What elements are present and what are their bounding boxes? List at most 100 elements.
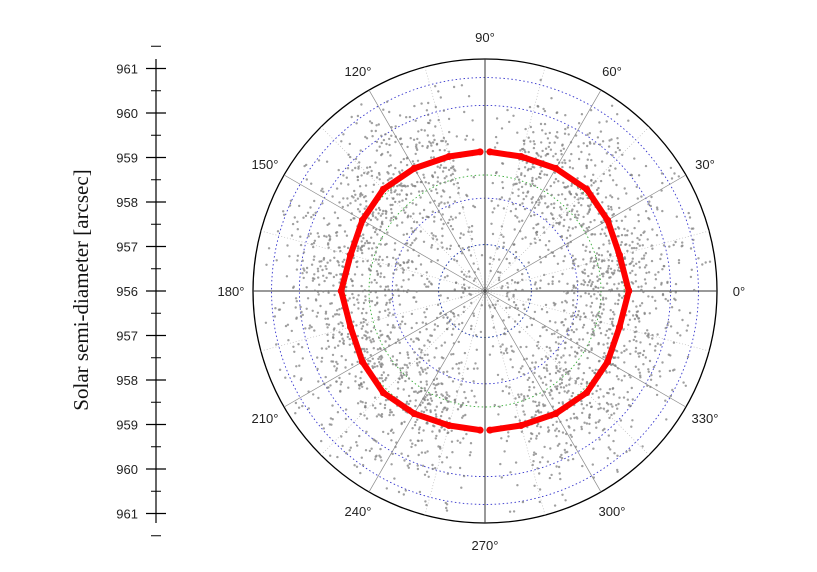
scatter-point xyxy=(616,263,619,266)
scatter-point xyxy=(529,140,532,143)
scatter-point xyxy=(618,396,621,399)
scatter-point xyxy=(463,287,467,291)
scatter-point xyxy=(602,286,605,289)
scatter-point xyxy=(472,314,476,318)
scatter-point xyxy=(564,499,567,502)
scatter-point xyxy=(579,315,582,318)
scatter-point xyxy=(322,256,326,260)
scatter-point xyxy=(539,176,542,180)
scatter-point xyxy=(539,279,542,282)
scatter-point xyxy=(670,177,674,180)
scatter-point xyxy=(316,367,319,371)
scatter-point xyxy=(491,181,494,185)
scatter-point xyxy=(302,276,305,280)
scatter-point xyxy=(622,396,626,399)
scatter-point xyxy=(609,328,612,331)
scatter-point xyxy=(667,353,670,356)
scatter-point xyxy=(581,270,584,273)
scatter-point xyxy=(518,203,522,207)
scatter-point xyxy=(397,338,400,341)
scatter-point xyxy=(514,288,517,292)
scatter-point xyxy=(372,226,375,230)
scatter-point xyxy=(621,153,624,156)
scatter-point xyxy=(637,317,640,320)
scatter-point xyxy=(631,240,634,244)
scatter-point xyxy=(502,235,505,238)
scatter-point xyxy=(326,317,330,320)
scatter-point xyxy=(534,452,538,456)
radial-axis-tick-label: 956 xyxy=(116,284,138,299)
scatter-point xyxy=(522,395,526,398)
scatter-point xyxy=(428,280,431,283)
scatter-point xyxy=(316,311,320,314)
scatter-point xyxy=(297,343,300,346)
scatter-point xyxy=(534,281,537,284)
scatter-point xyxy=(527,150,530,154)
scatter-point xyxy=(352,256,355,260)
scatter-point xyxy=(473,395,476,398)
scatter-point xyxy=(595,297,598,300)
scatter-point xyxy=(363,171,366,175)
scatter-point xyxy=(433,199,436,203)
scatter-point xyxy=(657,271,660,274)
scatter-point xyxy=(326,326,329,329)
scatter-point xyxy=(567,242,570,245)
scatter-point xyxy=(594,421,598,424)
scatter-point xyxy=(362,381,366,384)
scatter-point xyxy=(537,154,540,157)
scatter-point xyxy=(435,316,439,320)
scatter-point xyxy=(533,184,537,187)
scatter-point xyxy=(575,192,578,195)
scatter-point xyxy=(558,214,561,217)
scatter-point xyxy=(535,223,538,226)
scatter-point xyxy=(436,165,439,168)
scatter-point xyxy=(438,429,441,432)
scatter-point xyxy=(669,290,672,293)
scatter-point xyxy=(550,473,553,477)
scatter-point xyxy=(573,196,576,199)
scatter-point xyxy=(576,217,579,220)
scatter-point xyxy=(529,317,532,320)
scatter-point xyxy=(436,259,439,262)
scatter-point xyxy=(600,254,604,257)
scatter-point xyxy=(344,366,347,369)
scatter-point xyxy=(344,417,348,421)
scatter-point xyxy=(565,186,568,189)
scatter-point xyxy=(539,78,542,82)
scatter-point xyxy=(333,313,337,316)
scatter-point xyxy=(607,446,610,449)
scatter-point xyxy=(543,195,546,198)
scatter-point xyxy=(363,207,366,210)
scatter-point xyxy=(418,347,421,351)
scatter-point xyxy=(360,174,363,177)
scatter-point xyxy=(335,380,338,383)
scatter-point xyxy=(532,460,535,463)
scatter-point xyxy=(536,424,539,428)
red-line-point xyxy=(445,422,453,429)
scatter-point xyxy=(366,323,369,326)
scatter-point xyxy=(362,317,365,321)
scatter-point xyxy=(606,250,609,253)
scatter-point xyxy=(359,246,362,250)
scatter-point xyxy=(344,358,347,362)
scatter-point xyxy=(573,429,576,432)
scatter-point xyxy=(545,173,549,177)
scatter-point xyxy=(643,266,647,269)
scatter-point xyxy=(566,211,569,214)
scatter-point xyxy=(320,260,323,263)
scatter-point xyxy=(469,442,473,445)
scatter-point xyxy=(356,178,360,182)
scatter-point xyxy=(338,331,341,334)
scatter-point xyxy=(633,226,636,230)
scatter-point xyxy=(553,141,556,144)
scatter-point xyxy=(364,330,367,333)
scatter-point xyxy=(392,197,395,200)
scatter-point xyxy=(570,329,573,332)
scatter-point xyxy=(298,204,301,208)
scatter-point xyxy=(533,366,536,369)
scatter-point xyxy=(351,363,354,366)
scatter-point xyxy=(502,332,506,336)
scatter-point xyxy=(434,390,438,394)
scatter-point xyxy=(502,207,506,210)
